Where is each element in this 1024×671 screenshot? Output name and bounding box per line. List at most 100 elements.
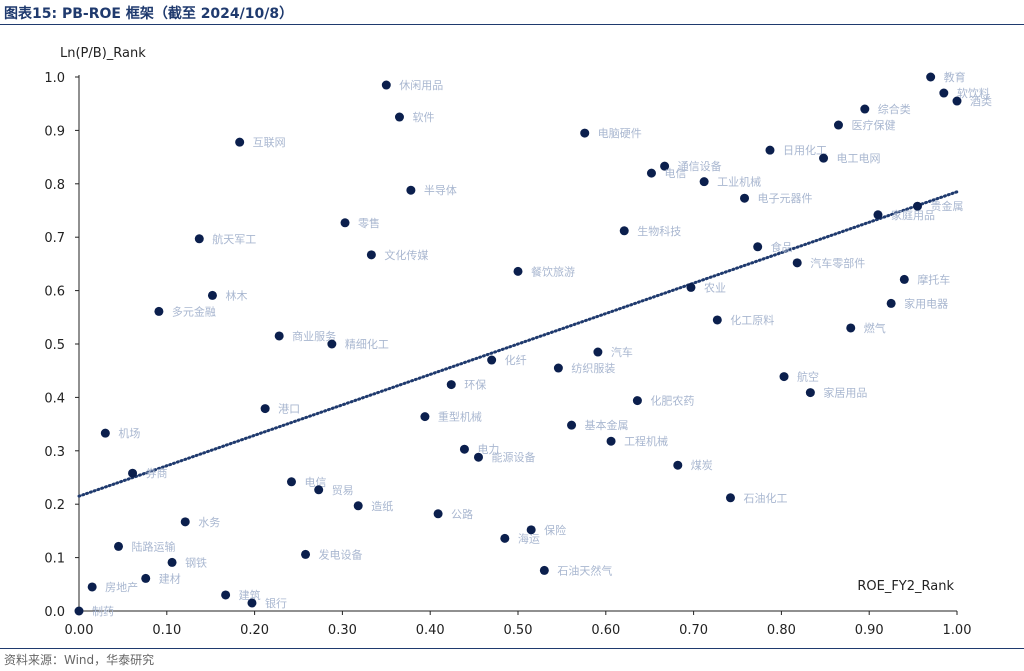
data-point [274,331,284,341]
trendline-group [77,190,959,498]
data-point-label: 软饮料 [957,86,990,100]
data-point [846,323,856,333]
data-point-label: 石油化工 [743,491,787,505]
y-tick-label: 0.5 [44,338,65,353]
data-point-label: 保险 [544,523,566,537]
data-point [860,104,870,114]
data-point [473,452,483,462]
data-point [180,517,190,527]
data-point-label: 海运 [518,531,540,545]
data-point [366,250,376,260]
data-point [792,258,802,268]
data-point-label: 纺织服装 [571,361,615,375]
data-point [353,501,363,511]
data-point-label: 互联网 [253,136,286,149]
data-point [779,372,789,382]
data-point [819,153,829,163]
data-point-label: 化工原料 [730,313,774,327]
data-point [194,234,204,244]
data-point-label: 券商 [146,466,168,480]
data-point-label: 环保 [464,378,486,392]
y-tick-label: 0.9 [44,124,65,139]
data-point-label: 精细化工 [345,337,389,351]
data-point-label: 造纸 [371,499,393,513]
data-point [394,112,404,122]
x-tick-label: 0.10 [152,623,181,638]
x-tick-label: 0.40 [416,623,445,638]
data-point-label: 林木 [225,288,247,302]
data-point [660,161,670,171]
data-point [154,306,164,316]
data-point-label: 多元金融 [172,304,216,318]
data-point-label: 港口 [278,403,300,416]
data-point [459,444,469,454]
data-point [446,380,456,390]
x-tick-label: 0.30 [328,623,357,638]
y-tick-label: 0.4 [44,391,65,406]
data-point [301,549,311,559]
data-point-label: 半导体 [424,183,457,197]
data-point-label: 休闲用品 [399,78,443,92]
data-point [406,185,416,195]
data-point-label: 公路 [451,508,473,521]
data-point-label: 家用电器 [904,296,948,310]
y-tick-label: 0.7 [44,231,65,246]
data-point-label: 化肥农药 [650,394,694,408]
data-point [87,582,97,592]
data-point [593,347,603,357]
data-point [753,242,763,252]
data-point [952,96,962,106]
data-point-label: 医疗保健 [851,118,895,132]
data-point-label: 零售 [358,216,380,230]
data-point [740,193,750,203]
axes: 0.0 0.1 0.2 0.3 0.4 0.5 0.6 0.7 0.8 0.9 1.0 0.00 0.1… [44,71,971,638]
data-point-label: 制药 [92,605,114,618]
data-point [420,412,430,422]
data-point-label: 贵金属 [930,199,963,213]
data-point [526,525,536,535]
data-point [632,396,642,406]
data-point-label: 贸易 [332,484,354,497]
data-point [74,606,84,616]
x-tick-label: 1.00 [943,623,972,638]
y-axis-title: Ln(P/B)_Rank [60,46,146,61]
data-point [646,168,656,178]
data-point [833,120,843,130]
x-tick-label: 0.20 [240,623,269,638]
data-point [500,533,510,543]
data-point-label: 航空 [797,370,819,384]
data-point [513,266,523,276]
data-point [712,315,722,325]
data-point-label: 房地产 [105,580,138,594]
data-point [260,404,270,414]
data-point-label: 银行 [265,596,287,610]
x-tick-label: 0.90 [855,623,884,638]
data-point-label: 汽车零部件 [810,256,865,270]
data-point [167,557,177,567]
data-point-label: 电信 [304,476,326,489]
data-point [487,355,497,365]
y-tick-label: 0.2 [44,498,65,513]
data-point-label: 煤炭 [691,459,713,472]
data-point [314,485,324,495]
trendline [77,190,959,498]
data-point [939,88,949,98]
data-point-label: 酒类 [970,94,992,108]
data-point [247,598,257,608]
data-point-label: 钢铁 [185,556,207,569]
data-point [912,201,922,211]
data-point [926,72,936,82]
y-tick-label: 0.8 [44,178,65,193]
data-point [619,226,629,236]
data-point [886,298,896,308]
data-point-label: 汽车 [611,345,633,359]
data-point-label: 摩托车 [917,272,950,286]
data-point [207,290,217,300]
source-divider [0,648,1024,649]
data-point [433,509,443,519]
data-point-label: 电力 [477,443,499,456]
data-point [381,80,391,90]
data-point-label: 家庭用品 [891,208,935,222]
